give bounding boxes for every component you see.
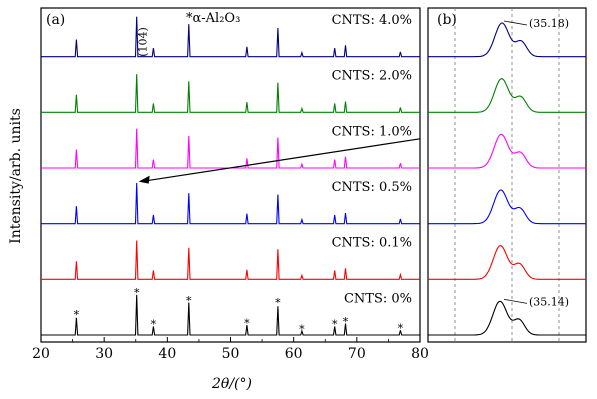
- alumina-peak-marker: *: [244, 317, 250, 330]
- zoom-series-line-3: [428, 189, 586, 225]
- alumina-peak-marker: *: [186, 294, 192, 307]
- x-tick-label: 70: [348, 346, 366, 362]
- panel-b-label: (b): [437, 12, 457, 28]
- alumina-peak-marker: *: [299, 323, 305, 336]
- x-axis-label: 2θ/(°): [211, 376, 252, 392]
- peak-position-leader-1: [503, 298, 528, 304]
- series-label-4: CNTS: 0.1%: [332, 236, 412, 251]
- x-tick-label: 50: [222, 346, 240, 362]
- series-label-5: CNTS: 0%: [344, 291, 412, 306]
- series-label-0: CNTS: 4.0%: [332, 13, 412, 28]
- x-tick-label: 60: [285, 346, 303, 362]
- panel-a-plot: CNTS: 4.0% (104) CNTS: 2.0% CNTS: 1.0% CNTS:…: [41, 13, 421, 336]
- series-label-2: CNTS: 1.0%: [332, 124, 412, 139]
- panel-b-plot: (35.18) (35.14): [428, 8, 586, 342]
- alumina-peak-marker: *: [134, 286, 140, 299]
- peak-position-label-1: (35.14): [529, 295, 569, 308]
- zoom-series-line-1: [428, 78, 586, 113]
- x-tick-label: 40: [158, 346, 176, 362]
- x-tick-label: 30: [95, 346, 113, 362]
- series-label-3: CNTS: 0.5%: [332, 180, 412, 195]
- shift-arrow-line: [146, 138, 421, 182]
- zoom-series-line-2: [428, 133, 586, 169]
- panel-a-title: *α-Al₂O₃: [186, 11, 240, 26]
- series-label-1: CNTS: 2.0%: [332, 69, 412, 84]
- series-line-0: [41, 16, 420, 58]
- peak-104-label: (104): [137, 27, 150, 57]
- y-axis-label: Intensity/arb. units: [8, 108, 24, 244]
- alumina-peak-marker: *: [275, 297, 281, 310]
- shift-arrow-head: [138, 175, 150, 184]
- alumina-peak-marker: *: [343, 316, 349, 329]
- panel-b-frame: [427, 7, 587, 343]
- series-line-5: [41, 294, 420, 336]
- panel-frames: [40, 7, 587, 343]
- panel-a-label: (a): [46, 12, 65, 28]
- x-axis: 20 30 40 50 60 70 80: [32, 337, 429, 362]
- series-line-2: [41, 128, 420, 169]
- alumina-peak-marker: *: [398, 322, 404, 335]
- x-tick-label: 20: [32, 346, 50, 362]
- alumina-peak-marker: *: [151, 318, 157, 331]
- alumina-peak-marker: *: [74, 309, 80, 322]
- alumina-peak-marker: *: [332, 318, 338, 331]
- series-line-4: [41, 240, 420, 280]
- zoom-series-line-5: [428, 300, 586, 336]
- zoom-series-line-4: [428, 245, 586, 280]
- peak-position-label-0: (35.18): [529, 17, 569, 30]
- series-line-1: [41, 74, 420, 113]
- series-line-3: [41, 182, 420, 225]
- peak-position-leader-0: [503, 20, 528, 26]
- x-tick-label: 80: [411, 346, 429, 362]
- zoom-series-line-0: [428, 22, 586, 58]
